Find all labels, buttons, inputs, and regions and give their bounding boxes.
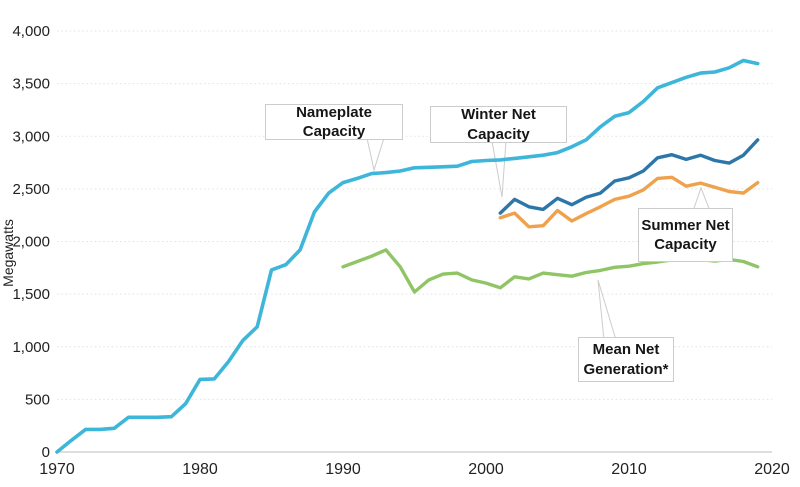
callout-nameplate-capacity: Nameplate Capacity (265, 104, 403, 140)
y-tick-label: 4,000 (12, 23, 50, 40)
callout-pointer-nameplate (366, 137, 385, 172)
callout-pointer-mean (597, 279, 617, 341)
callout-mean-net-generation: Mean Net Generation* (578, 337, 674, 382)
y-tick-label: 2,500 (12, 181, 50, 198)
y-tick-label: 2,000 (12, 234, 50, 251)
y-tick-label: 3,000 (12, 128, 50, 145)
y-tick-label: 3,500 (12, 76, 50, 93)
callout-nameplate-capacity-label: Nameplate Capacity (296, 103, 372, 140)
callout-summer-net-capacity: Summer Net Capacity (638, 208, 733, 262)
x-tick-label: 2000 (468, 461, 504, 478)
x-tick-label: 1990 (325, 461, 361, 478)
series-line-winter-net-capacity (498, 138, 760, 215)
callout-winter-net-capacity-label: Winter Net Capacity (461, 106, 536, 143)
series-line-nameplate-capacity (55, 58, 760, 454)
callout-summer-net-capacity-label: Summer Net Capacity (641, 216, 730, 253)
callout-mean-net-generation-label: Mean Net Generation* (583, 341, 669, 378)
y-tick-label: 0 (42, 444, 50, 461)
y-tick-label: 500 (25, 391, 50, 408)
y-tick-label: 1,000 (12, 339, 50, 356)
x-tick-label: 1980 (182, 461, 218, 478)
x-tick-label: 2020 (754, 461, 790, 478)
y-axis-title: Megawatts (0, 219, 16, 287)
x-tick-label: 2010 (611, 461, 647, 478)
x-tick-label: 1970 (39, 461, 75, 478)
y-tick-label: 1,500 (12, 286, 50, 303)
callout-winter-net-capacity: Winter Net Capacity (430, 106, 567, 143)
series-line-summer-net-capacity (498, 175, 760, 229)
